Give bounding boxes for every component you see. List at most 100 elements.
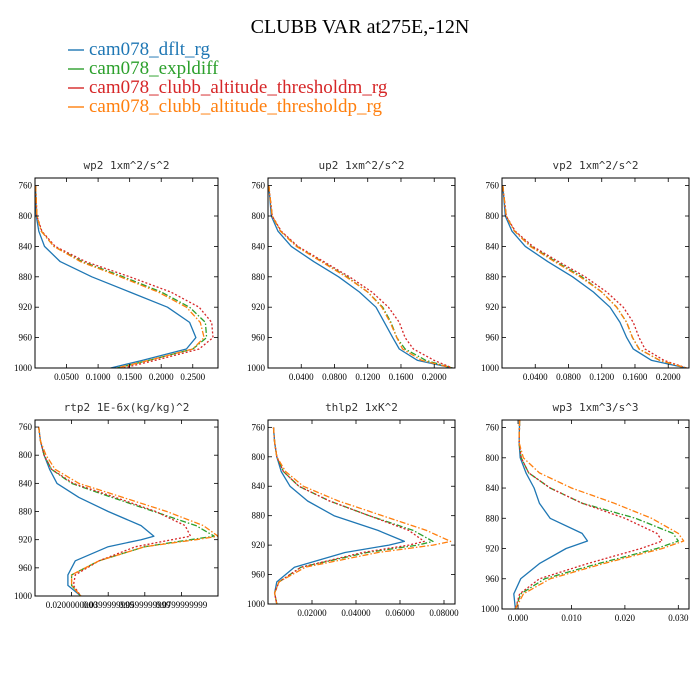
series-line: [272, 427, 425, 604]
y-tick-label: 1000: [247, 599, 266, 609]
y-tick-label: 840: [252, 241, 266, 251]
panel: up2 1xm^2/s^2 760 800 840 880 920 960 1000 0.040…: [247, 159, 456, 382]
x-tick-label: 0.0500: [54, 372, 79, 382]
y-tick-label: 760: [252, 422, 266, 432]
panel: wp2 1xm^2/s^2 760 800 840 880 920 960 1000 0.050…: [14, 159, 219, 382]
y-tick-label: 840: [486, 241, 500, 251]
x-tick-label: 0.2000: [149, 372, 174, 382]
x-tick-label: 0.0400: [289, 372, 314, 382]
x-tick-label: 0.0799999999: [156, 600, 208, 610]
y-tick-label: 960: [19, 333, 33, 343]
y-tick-label: 880: [252, 272, 266, 282]
x-tick-label: 0.1600: [389, 372, 414, 382]
legend-label: cam078_clubb_altitude_thresholdp_rg: [89, 96, 383, 117]
y-tick-label: 960: [252, 333, 266, 343]
series-line: [35, 185, 197, 368]
y-tick-label: 840: [19, 478, 33, 488]
y-tick-label: 960: [252, 570, 266, 580]
panel: thlp2 1xK^2 760 800 840 880 920 960 1000 0.02000…: [247, 401, 459, 618]
x-tick-label: 0.1000: [86, 372, 111, 382]
x-tick-label: 0.000: [508, 613, 529, 623]
x-tick-label: 0.2000: [422, 372, 447, 382]
series-line: [268, 185, 453, 368]
x-tick-label: 0.0200000000: [46, 600, 98, 610]
x-tick-label: 0.1600: [623, 372, 648, 382]
panel-title: wp2 1xm^2/s^2: [83, 159, 169, 172]
y-tick-label: 760: [252, 181, 266, 191]
y-tick-label: 1000: [481, 604, 500, 614]
y-tick-label: 1000: [14, 363, 33, 373]
x-tick-label: 0.0800: [556, 372, 581, 382]
y-tick-label: 920: [486, 302, 500, 312]
series-line: [38, 426, 155, 596]
y-tick-label: 1000: [247, 363, 266, 373]
plot-frame: [501, 419, 690, 610]
series-line: [38, 426, 215, 596]
series-line: [514, 420, 663, 609]
panel-title: up2 1xm^2/s^2: [318, 159, 404, 172]
x-tick-label: 0.0400: [523, 372, 548, 382]
panel-title: wp3 1xm^3/s^3: [552, 401, 638, 414]
legend-label: cam078_dflt_rg: [89, 39, 211, 60]
x-tick-label: 0.0599999999: [119, 600, 171, 610]
panel-title: vp2 1xm^2/s^2: [552, 159, 638, 172]
legend: cam078_dflt_rgcam078_expldiffcam078_club…: [68, 39, 388, 117]
y-tick-label: 920: [19, 535, 33, 545]
y-tick-label: 800: [486, 453, 500, 463]
x-tick-label: 0.030: [668, 613, 689, 623]
series-line: [513, 420, 589, 609]
y-tick-label: 880: [19, 272, 33, 282]
y-tick-label: 760: [486, 181, 500, 191]
y-tick-label: 1000: [14, 591, 33, 601]
y-tick-label: 960: [486, 333, 500, 343]
x-tick-label: 0.020: [615, 613, 636, 623]
panel: vp2 1xm^2/s^2 760 800 840 880 920 960 1000 0.040…: [481, 159, 690, 382]
series-line: [35, 185, 214, 368]
panel-title: thlp2 1xK^2: [325, 401, 398, 414]
x-tick-label: 0.0800: [322, 372, 347, 382]
x-tick-label: 0.2500: [180, 372, 205, 382]
x-tick-label: 0.2000: [656, 372, 681, 382]
legend-label: cam078_clubb_altitude_thresholdm_rg: [89, 77, 388, 98]
y-tick-label: 760: [486, 423, 500, 433]
y-tick-label: 800: [19, 211, 33, 221]
y-tick-label: 920: [252, 540, 266, 550]
y-tick-label: 920: [252, 302, 266, 312]
y-tick-label: 800: [252, 452, 266, 462]
series-line: [502, 185, 687, 368]
y-tick-label: 880: [252, 511, 266, 521]
plot-frame: [267, 177, 456, 369]
x-tick-label: 0.010: [561, 613, 582, 623]
series-line: [272, 427, 406, 604]
y-tick-label: 800: [19, 450, 33, 460]
x-tick-label: 0.06000: [385, 608, 415, 618]
y-tick-label: 880: [19, 507, 33, 517]
figure-title: CLUBB VAR at275E,-12N: [251, 16, 470, 38]
series-line: [502, 185, 687, 368]
panel: rtp2 1E-6x(kg/kg)^2 760 800 840 880 920 960 100…: [14, 401, 219, 610]
y-tick-label: 960: [19, 563, 33, 573]
series-line: [38, 426, 218, 596]
y-tick-label: 760: [19, 181, 33, 191]
x-tick-label: 0.1200: [355, 372, 380, 382]
series-line: [272, 427, 434, 604]
y-tick-label: 840: [252, 481, 266, 491]
series-line: [268, 185, 453, 368]
series-line: [502, 185, 687, 368]
plot-frame: [501, 177, 690, 369]
series-line: [514, 420, 679, 609]
panel-title: rtp2 1E-6x(kg/kg)^2: [64, 401, 190, 414]
panel: wp3 1xm^3/s^3 760 800 840 880 920 960 1000 0.000…: [481, 401, 690, 623]
y-tick-label: 880: [486, 272, 500, 282]
series-line: [268, 185, 453, 368]
y-tick-label: 920: [486, 544, 500, 554]
plot-frame: [267, 419, 456, 605]
series-line: [35, 185, 205, 368]
plot-frame: [34, 177, 219, 369]
y-tick-label: 840: [486, 483, 500, 493]
y-tick-label: 1000: [481, 363, 500, 373]
y-tick-label: 880: [486, 513, 500, 523]
y-tick-label: 960: [486, 574, 500, 584]
panels: wp2 1xm^2/s^2 760 800 840 880 920 960 1000 0.050…: [14, 159, 690, 623]
